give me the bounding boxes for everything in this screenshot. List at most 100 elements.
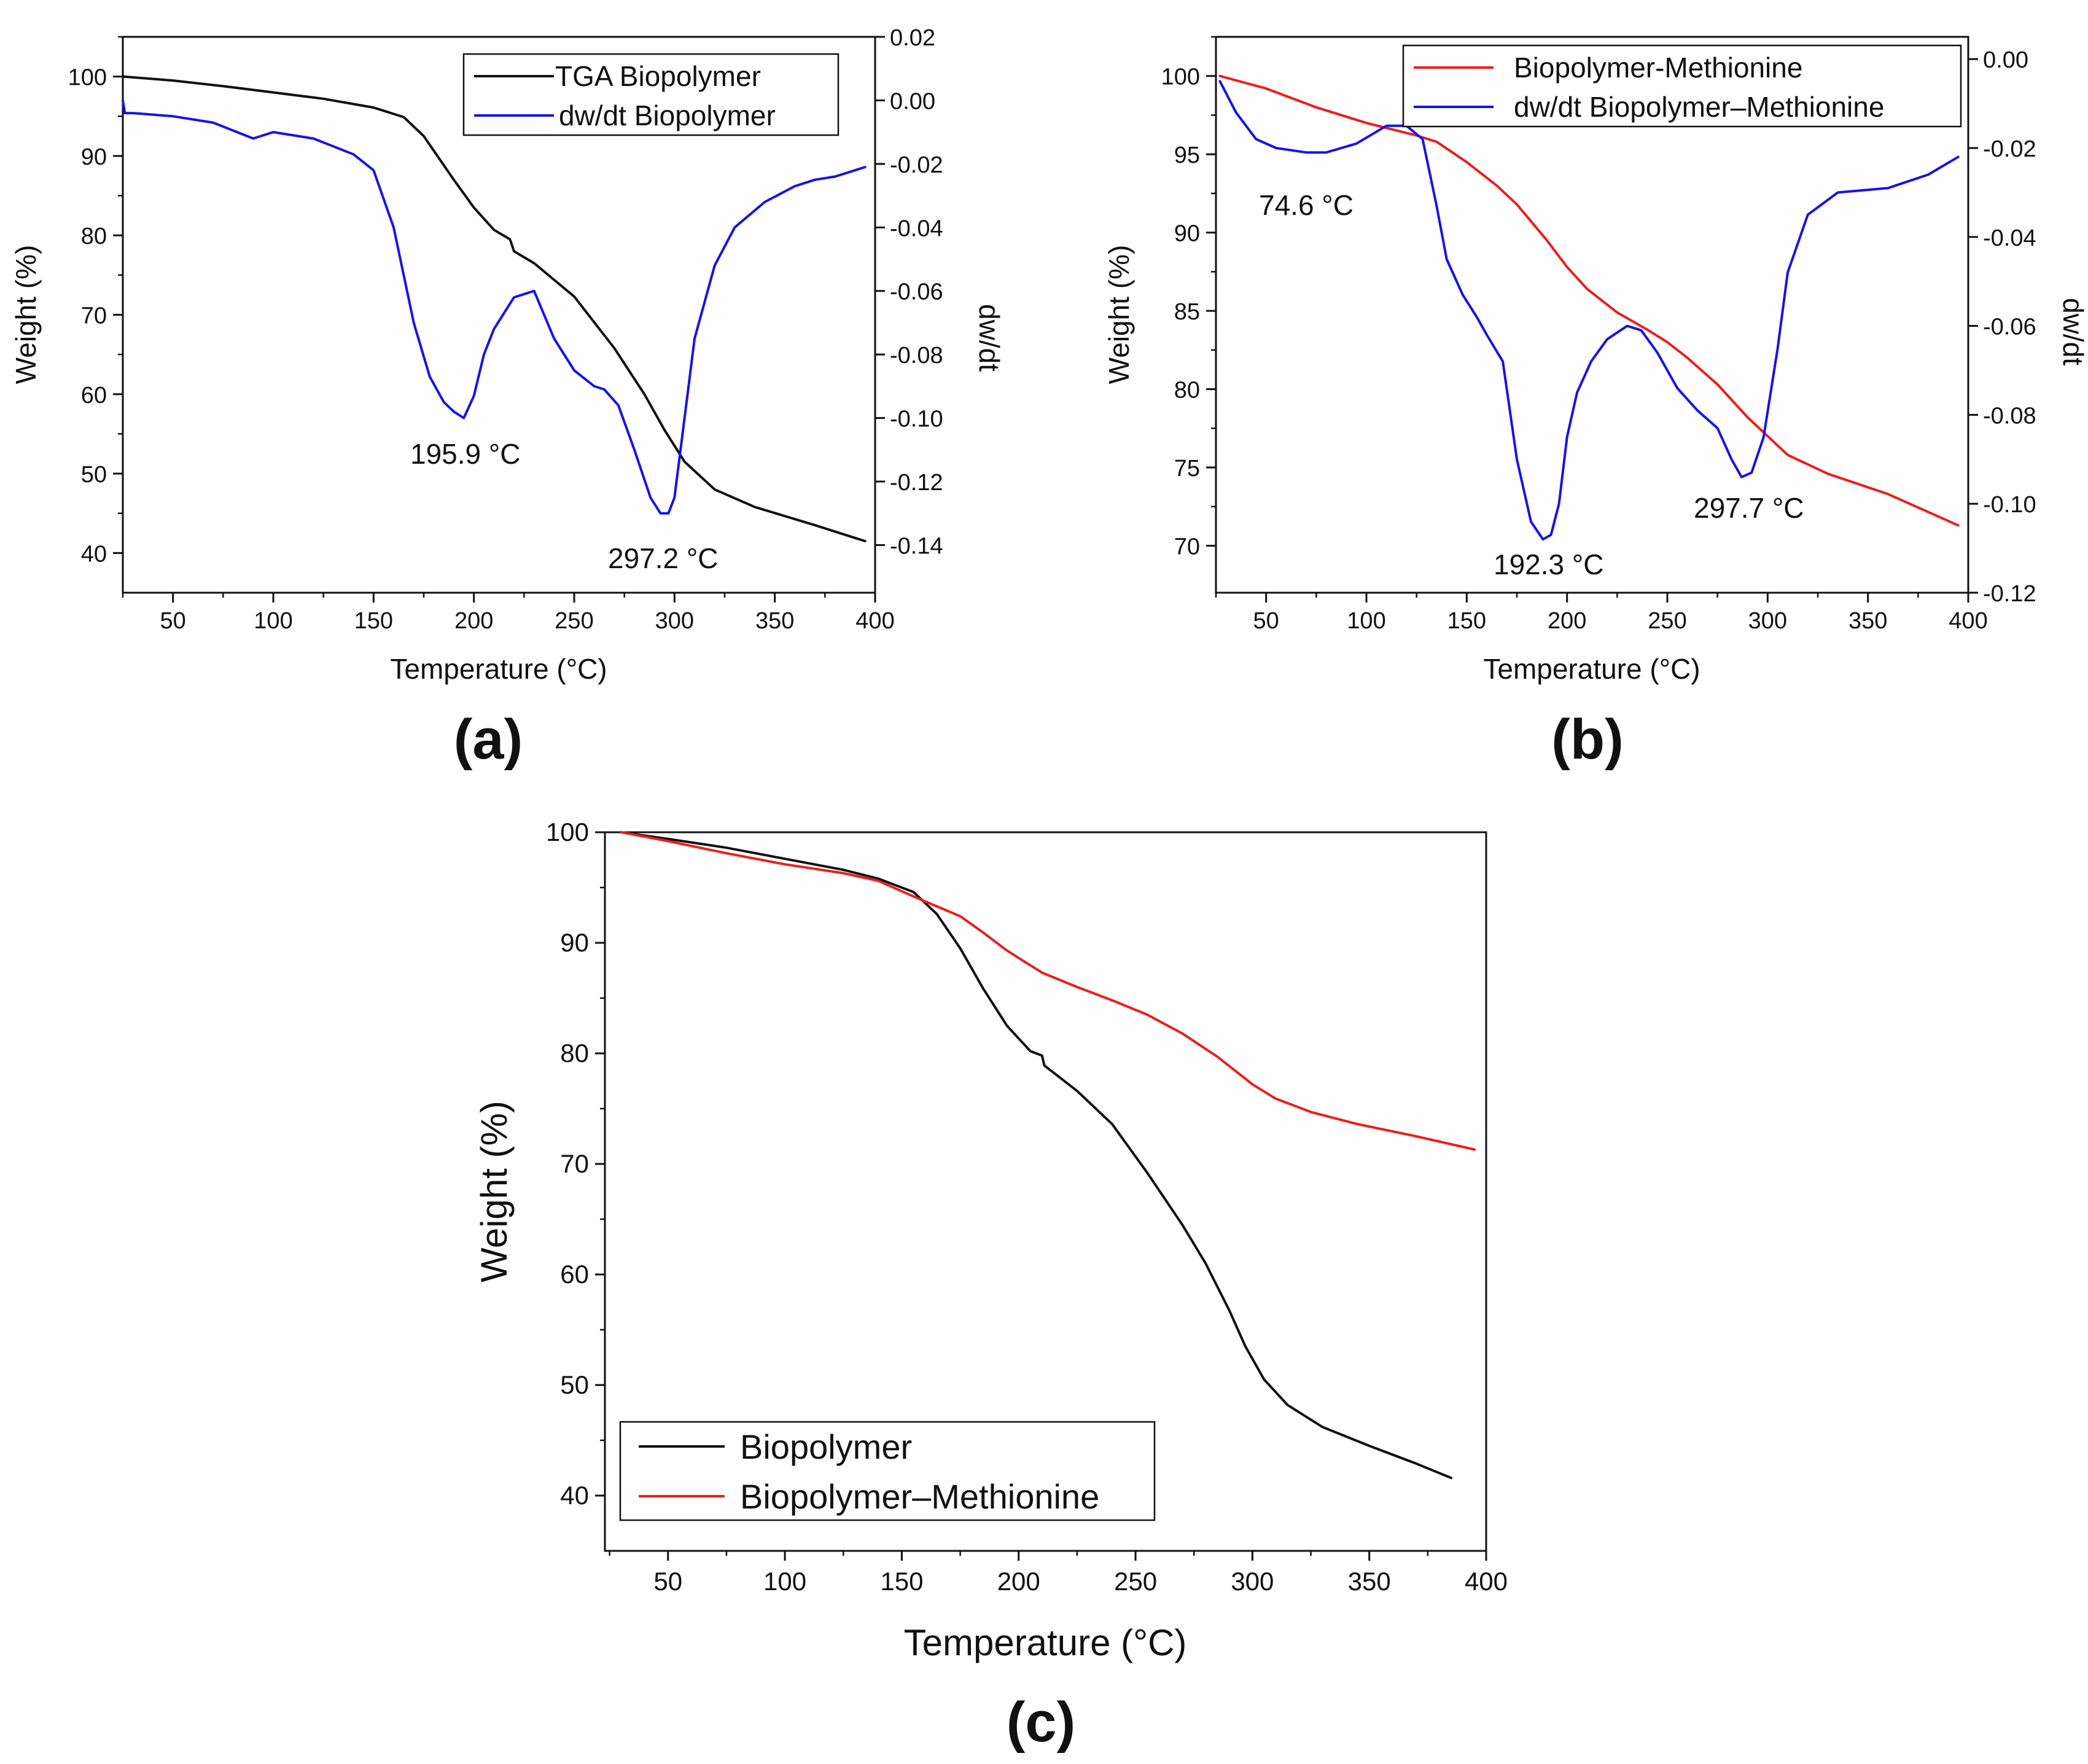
y2-tick-label: -0.10 bbox=[890, 407, 943, 432]
y-tick-label: 95 bbox=[1174, 142, 1200, 168]
y-tick-label: 80 bbox=[81, 224, 107, 249]
plot-frame bbox=[1215, 36, 1969, 594]
y2-tick-label: -0.10 bbox=[1983, 492, 2036, 518]
series-line-dw-dt-biopolymer bbox=[122, 99, 867, 515]
y-axis-title: Weight (%) bbox=[473, 1101, 515, 1282]
x-tick-label: 200 bbox=[997, 1567, 1040, 1596]
x-tick-label: 200 bbox=[454, 608, 493, 634]
y-tick-label: 40 bbox=[81, 541, 107, 567]
y2-axis-ticks: 0.02 0.00 -0.02 -0.04 -0.06 -0.08 -0.10 -0.12 -0… bbox=[875, 25, 943, 559]
y-tick-label: 70 bbox=[81, 303, 107, 329]
series-line-biopolymer-methionine bbox=[1218, 74, 1960, 527]
y2-tick-label: -0.14 bbox=[890, 533, 943, 559]
y2-axis-title: dw/dt bbox=[973, 304, 1005, 372]
y2-tick-label: -0.12 bbox=[890, 470, 943, 496]
y-tick-label: 40 bbox=[560, 1481, 589, 1510]
y2-tick-label: -0.08 bbox=[1983, 403, 2036, 429]
x-tick-label: 50 bbox=[160, 608, 186, 634]
x-tick-label: 250 bbox=[1114, 1567, 1157, 1596]
plot-frame bbox=[604, 831, 1487, 1552]
series-layer bbox=[620, 831, 1476, 1480]
x-tick-label: 350 bbox=[755, 608, 794, 634]
y2-tick-label: -0.02 bbox=[1983, 136, 2036, 162]
y-axis-ticks: 40 50 60 70 80 90 100 bbox=[68, 36, 123, 567]
x-tick-label: 300 bbox=[1231, 1567, 1274, 1596]
peak-annotation-1: 195.9 °C bbox=[410, 438, 521, 470]
x-tick-label: 300 bbox=[1748, 608, 1787, 634]
x-axis-title: Temperature (°C) bbox=[904, 1622, 1187, 1663]
x-axis-ticks: 50 100 150 200 250 300 350 400 bbox=[1215, 593, 1988, 634]
y2-tick-label: -0.08 bbox=[890, 343, 943, 369]
y2-tick-label: -0.02 bbox=[890, 152, 943, 178]
y-tick-label: 50 bbox=[81, 462, 107, 488]
x-tick-label: 350 bbox=[1848, 608, 1887, 634]
panel-a-chart: 50 100 150 200 250 300 350 400 405060708090100 … bbox=[10, 25, 1005, 771]
y-tick-label: 75 bbox=[1174, 456, 1200, 482]
series-line-biopolymer-methionine bbox=[620, 831, 1476, 1151]
x-axis-title: Temperature (°C) bbox=[1483, 653, 1700, 685]
x-tick-label: 100 bbox=[763, 1567, 806, 1596]
y-tick-label: 60 bbox=[81, 383, 107, 408]
x-tick-label: 400 bbox=[855, 608, 894, 634]
y-tick-label: 100 bbox=[1161, 64, 1200, 90]
y-tick-label: 80 bbox=[1174, 378, 1200, 404]
panel-label-a: (a) bbox=[454, 708, 523, 771]
x-tick-label: 350 bbox=[1348, 1567, 1391, 1596]
legend-box bbox=[1402, 44, 1962, 128]
series-line-dw-dt-biopolymer-methionine bbox=[1218, 80, 1960, 541]
x-tick-label: 100 bbox=[254, 608, 292, 634]
y-tick-label: 100 bbox=[546, 818, 589, 846]
panel-c-chart: 50 100 150 200 250 300 350 400 405060708090100 … bbox=[473, 818, 1508, 1754]
x-tick-label: 400 bbox=[1465, 1567, 1508, 1596]
y-tick-label: 90 bbox=[1174, 221, 1200, 247]
legend-label-biopolymer: Biopolymer bbox=[740, 1427, 912, 1466]
legend-box bbox=[462, 53, 839, 136]
y2-tick-label: 0.00 bbox=[1983, 47, 2028, 73]
y-axis-ticks: 70 75 80 85 90 95 100 bbox=[1161, 36, 1216, 560]
y-axis-ticks: 40 50 60 70 80 90 100 bbox=[546, 818, 605, 1510]
y-tick-label: 70 bbox=[1174, 534, 1200, 560]
x-tick-label: 150 bbox=[1447, 608, 1486, 634]
x-tick-label: 400 bbox=[1949, 608, 1987, 634]
legend-label-dwdt-biopolymer-methionine: dw/dt Biopolymer–Methionine bbox=[1514, 91, 1884, 123]
y2-axis-ticks: 0.00 -0.02 -0.04 -0.06 -0.08 -0.10 -0.12 bbox=[1968, 47, 2036, 607]
series-line-biopolymer bbox=[620, 831, 1452, 1480]
y2-tick-label: -0.06 bbox=[1983, 314, 2036, 340]
y-tick-label: 50 bbox=[560, 1370, 589, 1399]
panel-label-b: (b) bbox=[1551, 708, 1623, 771]
y-tick-label: 60 bbox=[560, 1260, 589, 1289]
x-tick-label: 50 bbox=[653, 1567, 682, 1596]
x-tick-label: 150 bbox=[880, 1567, 923, 1596]
x-tick-label: 250 bbox=[1648, 608, 1686, 634]
y-tick-label: 100 bbox=[68, 65, 107, 91]
y-tick-label: 90 bbox=[560, 928, 589, 957]
legend: TGA Biopolymer dw/dt Biopolymer bbox=[462, 53, 839, 136]
legend-label-biopolymer-methionine: Biopolymer-Methionine bbox=[1514, 52, 1802, 84]
legend-box bbox=[619, 1421, 1156, 1521]
y2-tick-label: 0.00 bbox=[890, 88, 935, 114]
panel-label-c: (c) bbox=[1007, 1691, 1075, 1754]
legend-label-tga-biopolymer: TGA Biopolymer bbox=[555, 60, 761, 92]
peak-annotation-1: 74.6 °C bbox=[1259, 189, 1354, 221]
y2-tick-label: 0.02 bbox=[890, 25, 935, 51]
series-layer bbox=[1218, 74, 1960, 541]
y2-tick-label: -0.12 bbox=[1983, 581, 2036, 607]
legend-label-dwdt-biopolymer: dw/dt Biopolymer bbox=[559, 100, 776, 131]
peak-annotation-2: 192.3 °C bbox=[1494, 548, 1604, 580]
x-axis-ticks: 50 100 150 200 250 300 350 400 bbox=[609, 1551, 1508, 1596]
y-tick-label: 70 bbox=[560, 1149, 589, 1178]
x-tick-label: 50 bbox=[1253, 608, 1279, 634]
panel-b-chart: 50 100 150 200 250 300 350 400 707580859095100 … bbox=[1103, 36, 2088, 771]
x-axis-title: Temperature (°C) bbox=[390, 653, 607, 685]
legend: Biopolymer Biopolymer–Methionine bbox=[619, 1421, 1156, 1521]
x-tick-label: 100 bbox=[1347, 608, 1385, 634]
y-tick-label: 80 bbox=[560, 1039, 589, 1067]
peak-annotation-3: 297.7 °C bbox=[1694, 492, 1804, 524]
legend: Biopolymer-Methionine dw/dt Biopolymer–M… bbox=[1402, 44, 1962, 128]
peak-annotation-2: 297.2 °C bbox=[608, 542, 719, 574]
x-tick-label: 250 bbox=[555, 608, 593, 634]
y-axis-title: Weight (%) bbox=[10, 245, 42, 384]
legend-label-biopolymer-methionine: Biopolymer–Methionine bbox=[740, 1477, 1099, 1516]
x-tick-label: 300 bbox=[655, 608, 694, 634]
